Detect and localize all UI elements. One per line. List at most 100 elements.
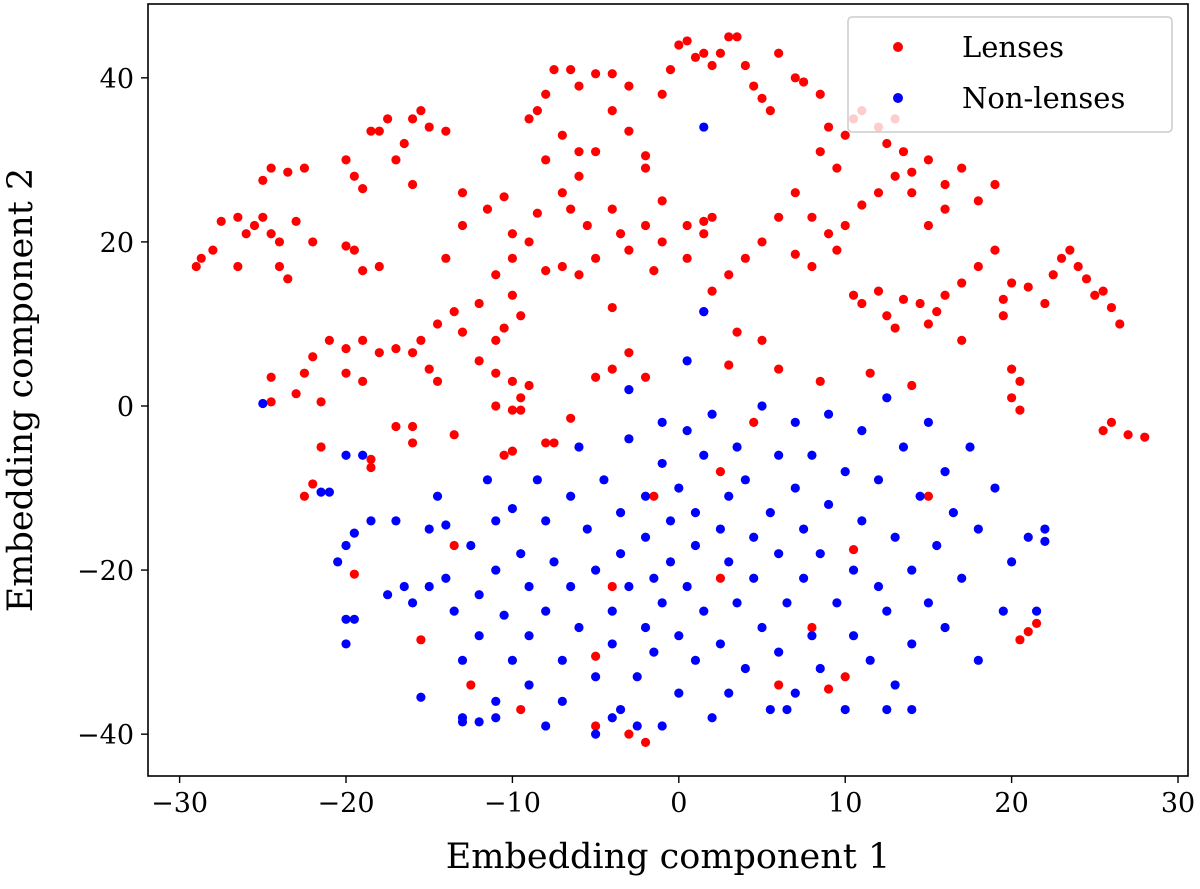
point-lenses [840,220,850,231]
point-non-lenses [657,598,667,608]
point-lenses [998,311,1008,321]
point-non-lenses [582,524,592,534]
point-lenses [432,376,443,386]
point-non-lenses [474,717,484,727]
point-lenses [732,32,742,42]
point-lenses [407,179,418,190]
point-non-lenses [258,398,268,409]
point-non-lenses [591,672,601,682]
point-lenses [266,229,276,239]
point-lenses [1015,635,1025,645]
point-non-lenses [341,614,351,624]
point-non-lenses [640,491,651,501]
point-lenses [591,69,601,79]
point-non-lenses [316,487,326,497]
point-lenses [374,261,384,272]
point-lenses [457,220,468,231]
point-lenses [624,245,634,255]
point-non-lenses [341,540,351,551]
point-non-lenses [491,696,501,706]
point-non-lenses [690,508,701,518]
x-tick-label: −20 [318,788,375,819]
point-lenses [1065,245,1075,255]
point-non-lenses [407,598,418,608]
point-non-lenses [790,483,800,493]
point-non-lenses [682,426,692,436]
point-lenses [848,290,859,300]
point-lenses [907,167,917,177]
point-non-lenses [898,442,909,452]
point-lenses [840,672,850,682]
point-lenses [449,540,459,551]
point-lenses [998,294,1008,304]
point-lenses [507,446,518,456]
point-lenses [516,311,526,321]
point-lenses [391,155,401,165]
point-non-lenses [474,631,484,641]
point-non-lenses [932,540,942,551]
point-non-lenses [823,499,834,510]
point-lenses [1023,282,1033,292]
point-non-lenses [541,606,551,616]
point-non-lenses [724,688,734,698]
point-non-lenses [774,647,784,657]
point-lenses [624,81,634,91]
point-lenses [898,147,909,157]
point-non-lenses [682,581,692,592]
point-lenses [299,163,310,173]
point-non-lenses [566,491,576,501]
point-non-lenses [615,704,626,715]
point-lenses [1048,270,1058,280]
point-non-lenses [807,450,817,460]
point-lenses [491,335,501,345]
point-non-lenses [341,639,351,649]
point-lenses [724,270,734,280]
point-non-lenses [516,549,526,559]
point-lenses [441,126,451,136]
point-lenses [499,323,509,333]
point-lenses [774,680,784,690]
point-lenses [757,237,767,247]
point-non-lenses [907,704,917,715]
point-non-lenses [757,401,767,411]
point-lenses [299,368,310,378]
point-non-lenses [1023,532,1033,542]
point-lenses [266,372,276,382]
point-lenses [799,77,809,87]
point-non-lenses [349,528,359,538]
point-non-lenses [665,557,676,567]
point-lenses [574,171,584,181]
point-non-lenses [765,704,775,715]
point-non-lenses [882,393,892,403]
point-lenses [208,245,218,255]
point-lenses [823,684,834,694]
point-lenses [391,343,401,354]
point-non-lenses [416,692,426,702]
point-lenses [907,380,917,391]
x-axis-label: Embedding component 1 [446,837,891,877]
point-lenses [807,261,817,272]
point-lenses [823,122,834,132]
point-lenses [1106,417,1117,428]
point-lenses [274,261,285,272]
point-lenses [291,389,301,399]
point-lenses [557,130,567,140]
point-non-lenses [657,721,667,731]
point-non-lenses [724,491,734,501]
point-lenses [699,48,709,58]
point-non-lenses [549,557,559,567]
point-lenses [532,106,542,116]
point-non-lenses [457,717,468,727]
point-lenses [349,245,359,255]
point-lenses [541,266,551,276]
point-lenses [607,581,617,592]
point-non-lenses [441,520,451,530]
point-lenses [432,319,443,329]
point-non-lenses [690,655,701,665]
point-lenses [566,204,576,214]
point-non-lenses [391,516,401,526]
point-non-lenses [557,655,567,665]
point-lenses [524,380,534,391]
point-lenses [707,212,717,222]
point-lenses [591,651,601,661]
